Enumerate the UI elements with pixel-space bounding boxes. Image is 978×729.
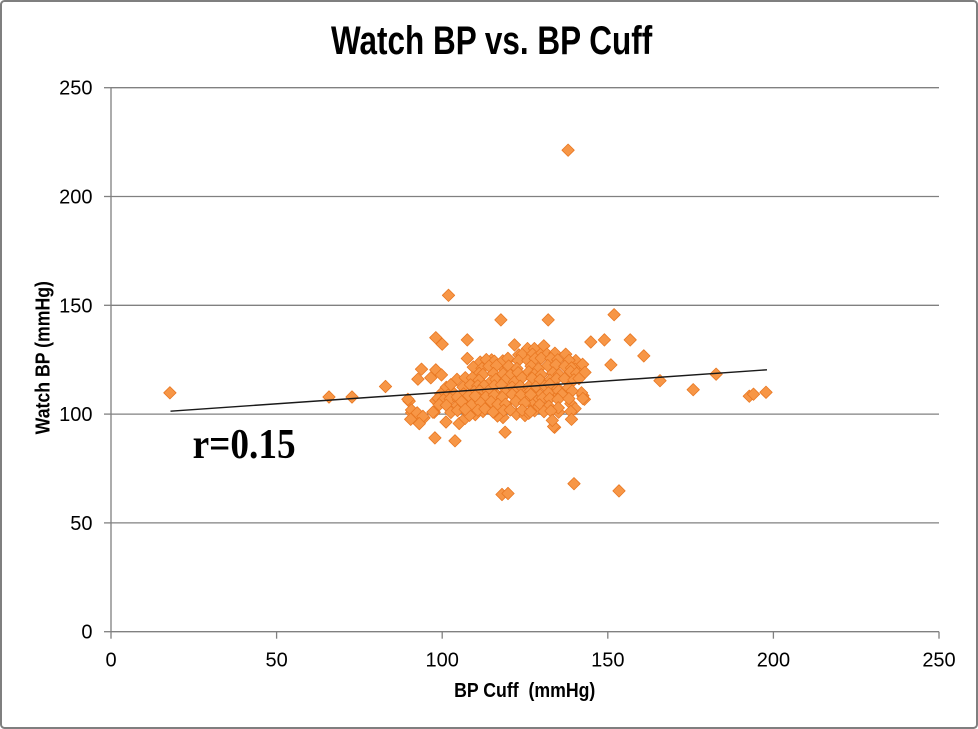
svg-text:0: 0	[105, 650, 116, 672]
svg-text:150: 150	[591, 650, 624, 672]
svg-text:200: 200	[757, 650, 790, 672]
svg-text:100: 100	[426, 650, 459, 672]
svg-text:50: 50	[265, 650, 287, 672]
svg-text:Watch BP vs. BP Cuff: Watch BP vs. BP Cuff	[331, 17, 653, 63]
svg-text:250: 250	[922, 650, 955, 672]
svg-text:250: 250	[59, 78, 92, 100]
svg-text:0: 0	[81, 622, 92, 644]
svg-text:200: 200	[59, 187, 92, 209]
svg-text:BP Cuff (mmHg): BP Cuff (mmHg)	[454, 680, 595, 702]
svg-text:Watch BP (mmHg): Watch BP (mmHg)	[33, 281, 55, 434]
svg-text:150: 150	[59, 295, 92, 317]
svg-text:50: 50	[70, 513, 92, 535]
svg-text:100: 100	[59, 404, 92, 426]
svg-text:r=0.15: r=0.15	[193, 421, 296, 468]
